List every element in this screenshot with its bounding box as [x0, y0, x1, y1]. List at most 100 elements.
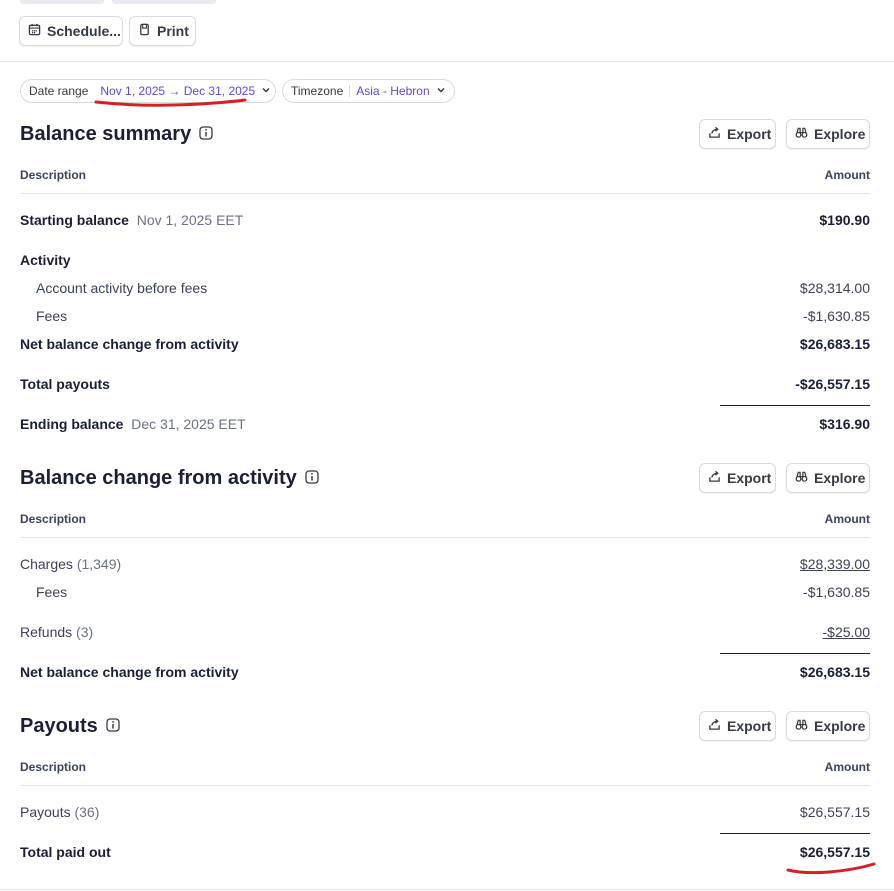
header-divider — [0, 61, 894, 62]
ending-balance-amount: $316.90 — [819, 416, 870, 432]
binoculars-icon — [795, 470, 808, 486]
export-button-label: Export — [727, 470, 772, 486]
chevron-down-icon — [436, 84, 446, 98]
print-icon — [138, 23, 151, 39]
starting-balance-amount: $190.90 — [819, 212, 870, 228]
payouts-export-button[interactable]: Export — [699, 711, 776, 741]
chevron-down-icon — [261, 84, 271, 98]
starting-balance-label: Starting balance — [20, 212, 129, 228]
header-rule — [20, 537, 870, 538]
ending-balance-label: Ending balance — [20, 416, 124, 432]
total-payouts-text: Total payouts — [20, 376, 110, 392]
activity-net-label: Net balance change from activity — [20, 664, 239, 680]
payouts-label: Payouts — [20, 804, 71, 820]
column-header-description: Description — [20, 760, 87, 774]
explore-button-label: Explore — [814, 126, 866, 142]
sum-line — [720, 653, 870, 654]
charges-amount-link[interactable]: $28,339.00 — [799, 556, 870, 572]
schedule-button-label: Schedule... — [47, 23, 121, 39]
balance-summary-explore-button[interactable]: Explore — [786, 119, 870, 149]
payouts-row: Payouts (36) — [20, 804, 99, 820]
timezone-value: Asia - Hebron — [356, 84, 430, 98]
refunds-count: (3) — [76, 624, 94, 640]
before-fees-amount: $28,314.00 — [799, 280, 870, 296]
header-rule — [20, 785, 870, 786]
activity-heading: Activity — [20, 252, 71, 268]
net-change-label: Net balance change from activity — [20, 336, 239, 352]
before-fees-label: Account activity before fees — [36, 280, 208, 296]
red-annotation-underline — [94, 98, 247, 107]
binoculars-icon — [795, 126, 808, 142]
export-icon — [708, 718, 721, 734]
timezone-filter[interactable]: Timezone Asia - Hebron — [282, 79, 455, 103]
payouts-section-heading: Payouts — [20, 715, 98, 737]
schedule-button[interactable]: Schedule... — [19, 16, 123, 46]
column-header-description: Description — [20, 512, 87, 526]
print-button-label: Print — [157, 23, 189, 39]
column-header-amount: Amount — [824, 512, 870, 526]
export-button-label: Export — [727, 126, 772, 142]
column-header-amount: Amount — [824, 168, 870, 182]
explore-button-label: Explore — [814, 718, 866, 734]
calendar-icon — [28, 23, 41, 39]
total-paid-out-text: Total paid out — [20, 844, 111, 860]
activity-export-button[interactable]: Export — [699, 463, 776, 493]
column-header-amount: Amount — [824, 760, 870, 774]
balance-summary-heading: Balance summary — [20, 123, 192, 145]
sum-line — [720, 405, 870, 406]
payouts-explore-button[interactable]: Explore — [786, 711, 870, 741]
total-paid-out-amount: $26,557.15 — [799, 844, 870, 860]
info-icon[interactable] — [106, 715, 120, 738]
activity-explore-button[interactable]: Explore — [786, 463, 870, 493]
payouts-section-title: Payouts — [20, 715, 120, 738]
refunds-amount-link[interactable]: -$25.00 — [822, 624, 870, 640]
pill-separator — [349, 85, 351, 97]
payouts-count: (36) — [74, 804, 100, 820]
activity-section-title: Balance change from activity — [20, 467, 319, 490]
total-payouts-amount: -$26,557.15 — [795, 376, 870, 392]
timezone-label: Timezone — [291, 84, 344, 98]
total-paid-out-label: Total paid out — [20, 844, 111, 860]
payouts-amount: $26,557.15 — [799, 804, 870, 820]
balance-summary-export-button[interactable]: Export — [699, 119, 776, 149]
fees-label: Fees — [36, 308, 68, 324]
bottom-divider — [0, 889, 894, 890]
activity-net-amount: $26,683.15 — [799, 664, 870, 680]
net-change-text: Net balance change from activity — [20, 336, 239, 352]
binoculars-icon — [795, 718, 808, 734]
header-rule — [20, 193, 870, 194]
refunds-row: Refunds (3) — [20, 624, 93, 640]
charges-count: (1,349) — [76, 556, 122, 572]
cut-off-title-fragment — [112, 0, 216, 4]
refunds-label: Refunds — [20, 624, 73, 640]
activity-net-text: Net balance change from activity — [20, 664, 239, 680]
net-change-amount: $26,683.15 — [799, 336, 870, 352]
export-icon — [708, 126, 721, 142]
date-range-label: Date range — [29, 84, 89, 98]
total-payouts-label: Total payouts — [20, 376, 110, 392]
balance-summary-title: Balance summary — [20, 123, 213, 146]
explore-button-label: Explore — [814, 470, 866, 486]
column-header-description: Description — [20, 168, 87, 182]
info-icon[interactable] — [305, 467, 319, 490]
activity-section-heading: Balance change from activity — [20, 467, 297, 489]
charges-label: Charges — [20, 556, 73, 572]
activity-fees-label: Fees — [36, 584, 68, 600]
starting-balance-row: Starting balance Nov 1, 2025 EET — [20, 212, 243, 228]
export-button-label: Export — [727, 718, 772, 734]
info-icon[interactable] — [199, 123, 213, 146]
starting-balance-date: Nov 1, 2025 EET — [136, 212, 244, 228]
red-annotation-underline — [786, 862, 876, 875]
date-range-filter[interactable]: Date range Nov 1, 2025 → Dec 31, 2025 — [20, 79, 276, 103]
ending-balance-date: Dec 31, 2025 EET — [131, 416, 246, 432]
activity-label: Activity — [20, 252, 71, 268]
sum-line — [720, 833, 870, 834]
ending-balance-row: Ending balance Dec 31, 2025 EET — [20, 416, 246, 432]
cut-off-title-fragment — [20, 0, 104, 4]
print-button[interactable]: Print — [129, 16, 196, 46]
date-range-value: Nov 1, 2025 → Dec 31, 2025 — [100, 84, 256, 98]
activity-fees-amount: -$1,630.85 — [803, 584, 870, 600]
export-icon — [708, 470, 721, 486]
fees-amount: -$1,630.85 — [803, 308, 870, 324]
charges-row: Charges (1,349) — [20, 556, 121, 572]
